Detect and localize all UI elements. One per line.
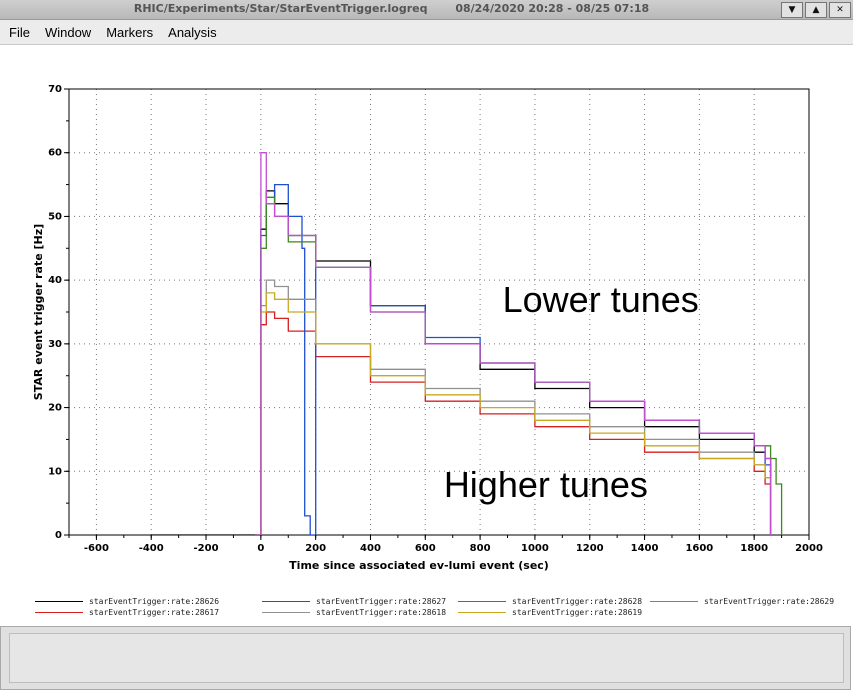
y-tick-label: 0 xyxy=(55,530,62,541)
legend-label: starEventTrigger:rate:28618 xyxy=(316,607,447,617)
annotation-lower-tunes: Lower tunes xyxy=(503,279,699,320)
x-tick-label: 600 xyxy=(415,543,436,554)
x-tick-label: 0 xyxy=(257,543,264,554)
menu-markers[interactable]: Markers xyxy=(106,24,154,40)
x-axis-label: Time since associated ev-lumi event (sec… xyxy=(289,559,549,572)
legend-label: starEventTrigger:rate:28628 xyxy=(512,596,643,606)
series-line-28619[interactable] xyxy=(255,292,772,535)
legend-label: starEventTrigger:rate:28619 xyxy=(512,607,643,617)
x-tick-label: 1600 xyxy=(685,543,713,554)
x-tick-label: 1000 xyxy=(521,543,549,554)
x-tick-label: 200 xyxy=(305,543,326,554)
window-controls: ▼ ▲ ✕ xyxy=(781,2,851,18)
x-tick-label: 1800 xyxy=(740,543,768,554)
chart-legend: starEventTrigger:rate:28626 starEventTri… xyxy=(10,594,853,624)
legend-swatch xyxy=(262,600,310,602)
minimize-icon[interactable]: ▼ xyxy=(781,2,803,18)
legend-item-28627[interactable]: starEventTrigger:rate:28627 xyxy=(262,596,446,606)
legend-item-28629[interactable]: starEventTrigger:rate:28629 xyxy=(650,596,834,606)
title-bar: RHIC/Experiments/Star/StarEventTrigger.l… xyxy=(0,0,853,20)
y-tick-label: 60 xyxy=(48,148,62,159)
menu-file[interactable]: File xyxy=(9,24,30,40)
y-tick-label: 20 xyxy=(48,403,62,414)
x-tick-label: -200 xyxy=(194,543,219,554)
legend-item-28619[interactable]: starEventTrigger:rate:28619 xyxy=(458,607,642,617)
trigger-rate-chart[interactable]: -600 -400 -200 0 200 400 600 800 1000 1200 1400 160… xyxy=(12,45,849,593)
x-tick-label: -400 xyxy=(139,543,164,554)
legend-swatch xyxy=(650,600,698,602)
y-tick-label: 10 xyxy=(48,466,62,477)
legend-item-28618[interactable]: starEventTrigger:rate:28618 xyxy=(262,607,446,617)
legend-swatch xyxy=(262,611,310,613)
y-tick-label: 70 xyxy=(48,84,62,95)
menu-bar: File Window Markers Analysis xyxy=(0,20,853,45)
close-icon[interactable]: ✕ xyxy=(829,2,851,18)
status-panel-inner xyxy=(9,633,844,683)
y-axis-label: STAR event trigger rate [Hz] xyxy=(32,224,45,400)
series-line-28629[interactable] xyxy=(255,152,772,535)
x-tick-label: 1200 xyxy=(576,543,604,554)
legend-label: starEventTrigger:rate:28626 xyxy=(89,596,220,606)
window-title: RHIC/Experiments/Star/StarEventTrigger.l… xyxy=(0,2,783,15)
series-line-28618[interactable] xyxy=(255,279,772,535)
x-tick-label: 400 xyxy=(360,543,381,554)
legend-swatch xyxy=(458,611,506,613)
annotation-higher-tunes: Higher tunes xyxy=(444,464,648,505)
legend-swatch xyxy=(458,600,506,602)
menu-window[interactable]: Window xyxy=(44,24,92,40)
y-tick-label: 30 xyxy=(48,339,62,350)
legend-item-28628[interactable]: starEventTrigger:rate:28628 xyxy=(458,596,642,606)
legend-swatch xyxy=(35,611,83,613)
legend-item-28626[interactable]: starEventTrigger:rate:28626 xyxy=(35,596,219,606)
status-panel xyxy=(0,626,851,690)
legend-label: starEventTrigger:rate:28627 xyxy=(316,596,447,606)
x-tick-label: 2000 xyxy=(795,543,823,554)
legend-label: starEventTrigger:rate:28629 xyxy=(704,596,835,606)
legend-swatch xyxy=(35,600,83,602)
maximize-icon[interactable]: ▲ xyxy=(805,2,827,18)
window-title-range: 08/24/2020 20:28 - 08/25 07:18 xyxy=(455,2,650,15)
x-tick-label: 800 xyxy=(470,543,491,554)
window-title-path: RHIC/Experiments/Star/StarEventTrigger.l… xyxy=(133,2,428,15)
legend-item-28617[interactable]: starEventTrigger:rate:28617 xyxy=(35,607,219,617)
y-tick-label: 50 xyxy=(48,211,62,222)
menu-analysis[interactable]: Analysis xyxy=(168,24,217,40)
x-tick-label: 1400 xyxy=(631,543,659,554)
legend-label: starEventTrigger:rate:28617 xyxy=(89,607,220,617)
y-tick-label: 40 xyxy=(48,275,62,286)
x-tick-label: -600 xyxy=(84,543,109,554)
plot-area[interactable]: -600 -400 -200 0 200 400 600 800 1000 1200 1400 160… xyxy=(12,45,849,593)
